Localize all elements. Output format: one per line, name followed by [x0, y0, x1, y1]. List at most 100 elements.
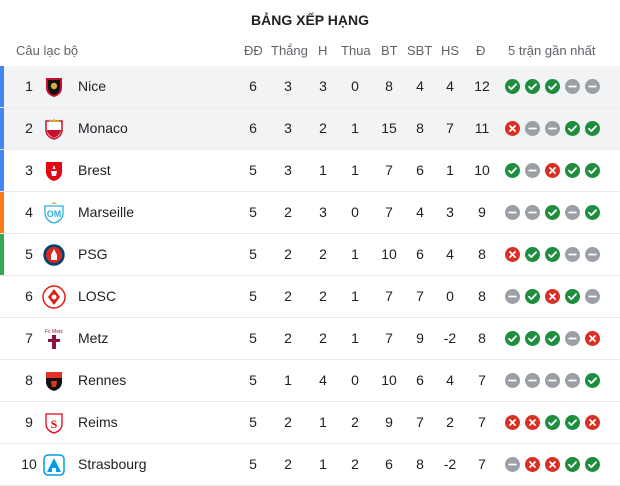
- win-icon[interactable]: [585, 121, 600, 136]
- loss-icon[interactable]: [585, 415, 600, 430]
- points-cell: 7: [478, 372, 486, 388]
- win-icon[interactable]: [545, 415, 560, 430]
- drawn-cell: 1: [319, 414, 327, 430]
- team-name[interactable]: PSG: [78, 246, 108, 262]
- draw-icon[interactable]: [505, 373, 520, 388]
- draw-icon[interactable]: [565, 331, 580, 346]
- draw-icon[interactable]: [545, 121, 560, 136]
- win-icon[interactable]: [585, 457, 600, 472]
- draw-icon[interactable]: [565, 79, 580, 94]
- team-name[interactable]: Metz: [78, 330, 109, 346]
- table-row[interactable]: 9 5 2 1 2 9 7 2 7 S Reims: [0, 402, 620, 444]
- goal-difference-cell: -2: [443, 330, 457, 346]
- standings-table: 1 6 3 3 0 8 4 4 12 Nice 2 6 3 2 1 15 8 7 11 Monaco 3 5 3 1 1 7 6 1 1…: [0, 66, 620, 486]
- points-cell: 8: [478, 288, 486, 304]
- draw-icon[interactable]: [505, 205, 520, 220]
- loss-icon[interactable]: [585, 331, 600, 346]
- loss-icon[interactable]: [505, 121, 520, 136]
- played-cell: 5: [249, 246, 257, 262]
- loss-icon[interactable]: [525, 457, 540, 472]
- win-icon[interactable]: [525, 79, 540, 94]
- qualification-zone-bar: [0, 108, 4, 149]
- team-name[interactable]: Brest: [78, 162, 111, 178]
- draw-icon[interactable]: [565, 373, 580, 388]
- header-lost: Thua: [341, 43, 371, 58]
- goals-against-cell: 9: [416, 330, 424, 346]
- table-row[interactable]: 7 5 2 2 1 7 9 -2 8 Fc Metz Metz: [0, 318, 620, 360]
- win-icon[interactable]: [565, 457, 580, 472]
- drawn-cell: 2: [319, 330, 327, 346]
- team-name[interactable]: LOSC: [78, 288, 117, 304]
- team-name[interactable]: Marseille: [78, 204, 135, 220]
- table-row[interactable]: 5 5 2 2 1 10 6 4 8 PSG: [0, 234, 620, 276]
- header-goals-for: BT: [381, 43, 398, 58]
- win-icon[interactable]: [545, 205, 560, 220]
- win-icon[interactable]: [545, 79, 560, 94]
- win-icon[interactable]: [505, 163, 520, 178]
- draw-icon[interactable]: [585, 247, 600, 262]
- win-icon[interactable]: [565, 121, 580, 136]
- table-row[interactable]: 6 5 2 2 1 7 7 0 8 LOSC: [0, 276, 620, 318]
- table-row[interactable]: 8 5 1 4 0 10 6 4 7 Rennes: [0, 360, 620, 402]
- loss-icon[interactable]: [505, 247, 520, 262]
- loss-icon[interactable]: [545, 457, 560, 472]
- win-icon[interactable]: [505, 79, 520, 94]
- goals-against-cell: 6: [416, 162, 424, 178]
- won-cell: 2: [284, 246, 292, 262]
- lost-cell: 2: [351, 414, 359, 430]
- goals-against-cell: 4: [416, 204, 424, 220]
- draw-icon[interactable]: [525, 121, 540, 136]
- win-icon[interactable]: [505, 331, 520, 346]
- win-icon[interactable]: [585, 163, 600, 178]
- draw-icon[interactable]: [585, 289, 600, 304]
- loss-icon[interactable]: [525, 415, 540, 430]
- team-name[interactable]: Strasbourg: [78, 456, 147, 472]
- win-icon[interactable]: [525, 331, 540, 346]
- header-goal-difference: HS: [441, 43, 460, 58]
- drawn-cell: 3: [319, 204, 327, 220]
- draw-icon[interactable]: [505, 457, 520, 472]
- svg-text:OM: OM: [47, 209, 62, 219]
- win-icon[interactable]: [525, 247, 540, 262]
- table-row[interactable]: 1 6 3 3 0 8 4 4 12 Nice: [0, 66, 620, 108]
- header-played: ĐĐ: [244, 43, 263, 58]
- loss-icon[interactable]: [545, 163, 560, 178]
- win-icon[interactable]: [545, 331, 560, 346]
- table-row[interactable]: 2 6 3 2 1 15 8 7 11 Monaco: [0, 108, 620, 150]
- points-cell: 10: [474, 162, 490, 178]
- goals-for-cell: 15: [381, 120, 397, 136]
- table-row[interactable]: 4 5 2 3 0 7 4 3 9 OM Marseille: [0, 192, 620, 234]
- header-points: Đ: [476, 43, 486, 58]
- loss-icon[interactable]: [505, 415, 520, 430]
- team-position: 10: [21, 456, 37, 472]
- draw-icon[interactable]: [545, 373, 560, 388]
- team-name[interactable]: Reims: [78, 414, 118, 430]
- win-icon[interactable]: [525, 289, 540, 304]
- win-icon[interactable]: [565, 415, 580, 430]
- team-position: 4: [25, 204, 33, 220]
- win-icon[interactable]: [565, 289, 580, 304]
- team-name[interactable]: Nice: [78, 78, 107, 94]
- team-position: 9: [25, 414, 33, 430]
- table-row[interactable]: 3 5 3 1 1 7 6 1 10 Brest: [0, 150, 620, 192]
- header-drawn: H: [318, 43, 328, 58]
- team-name[interactable]: Monaco: [78, 120, 128, 136]
- draw-icon[interactable]: [565, 205, 580, 220]
- loss-icon[interactable]: [545, 289, 560, 304]
- qualification-zone-bar: [0, 150, 4, 191]
- draw-icon[interactable]: [505, 289, 520, 304]
- win-icon[interactable]: [585, 205, 600, 220]
- draw-icon[interactable]: [525, 205, 540, 220]
- won-cell: 2: [284, 414, 292, 430]
- header-club: Câu lạc bộ: [16, 43, 79, 58]
- win-icon[interactable]: [565, 163, 580, 178]
- draw-icon[interactable]: [585, 79, 600, 94]
- team-name[interactable]: Rennes: [78, 372, 127, 388]
- draw-icon[interactable]: [525, 373, 540, 388]
- table-row[interactable]: 10 5 2 1 2 6 8 -2 7 Strasbourg: [0, 444, 620, 486]
- win-icon[interactable]: [585, 373, 600, 388]
- goal-difference-cell: 4: [446, 372, 454, 388]
- draw-icon[interactable]: [525, 163, 540, 178]
- draw-icon[interactable]: [565, 247, 580, 262]
- win-icon[interactable]: [545, 247, 560, 262]
